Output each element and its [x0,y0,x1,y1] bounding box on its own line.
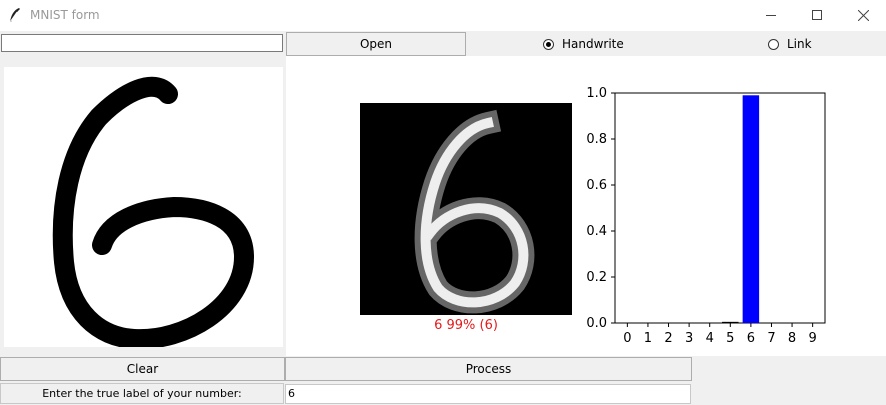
xtick-label: 4 [706,331,714,346]
radio-handwrite[interactable]: Handwrite [543,37,624,51]
plot-svg: 0.0 0.2 0.4 0.6 0.8 1.0 0 1 2 3 4 5 6 7 8 9 [360,86,826,346]
close-icon [857,10,869,21]
path-input[interactable] [1,34,283,52]
axes-frame [614,92,826,324]
radio-link-label: Link [787,37,812,51]
clear-button-label: Clear [126,362,159,376]
minimize-button[interactable] [748,0,794,31]
close-button[interactable] [840,0,886,31]
xtick-label: 5 [726,331,734,346]
handwritten-digit-stroke [52,76,254,350]
window-title: MNIST form [30,8,100,22]
clear-button[interactable]: Clear [0,357,285,381]
title-bar: MNIST form [0,0,886,31]
open-button-label: Open [359,37,393,51]
probability-bar-chart: 0.0 0.2 0.4 0.6 0.8 1.0 0 1 2 3 4 5 6 7 8 9 [586,86,826,346]
radio-link-indicator [768,38,779,50]
ytick-label: 0.8 [586,132,607,147]
feather-icon [8,7,22,23]
xtick-label: 3 [685,331,693,346]
radio-handwrite-label: Handwrite [562,37,624,51]
drawing-canvas[interactable] [4,67,283,350]
bar-6 [742,95,760,323]
plot-area: 0.0 0.2 0.4 0.6 0.8 1.0 0 1 2 3 4 5 6 7 8 9 [286,56,886,356]
xtick-label: 7 [767,331,775,346]
radio-link[interactable]: Link [768,37,812,51]
prediction-label: 6 99% (6) [434,318,498,333]
ytick-label: 0.0 [586,316,607,331]
ytick-label: 0.4 [586,224,607,239]
bar-5 [722,321,739,323]
xtick-label: 1 [644,331,652,346]
true-label-prompt: Enter the true label of your number: [0,383,284,404]
radio-handwrite-indicator [543,38,554,50]
maximize-icon [811,10,822,20]
xtick-label: 8 [788,331,796,346]
xtick-label: 9 [809,331,817,346]
ytick-label: 0.6 [586,178,607,193]
process-button-label: Process [465,362,512,376]
true-label-input[interactable]: 6 [285,384,691,404]
xtick-label: 0 [623,331,631,346]
minimize-icon [765,15,776,16]
ytick-label: 1.0 [586,86,607,101]
xtick-label: 6 [747,331,755,346]
maximize-button[interactable] [794,0,840,31]
xtick-label: 2 [664,331,672,346]
mnist-preview-image [360,103,572,315]
process-button[interactable]: Process [285,357,692,381]
ytick-label: 0.2 [586,270,607,285]
open-button[interactable]: Open [286,32,466,56]
